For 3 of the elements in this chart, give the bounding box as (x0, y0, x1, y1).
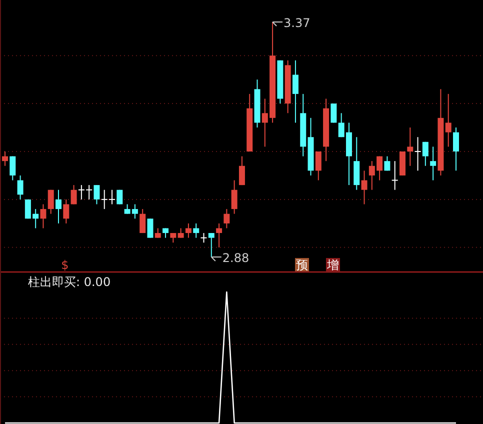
annotation: 2.88 (222, 251, 250, 265)
annotation: 3.37 (284, 16, 310, 30)
chart-title: 柱出即买: 0.00 (28, 275, 111, 289)
